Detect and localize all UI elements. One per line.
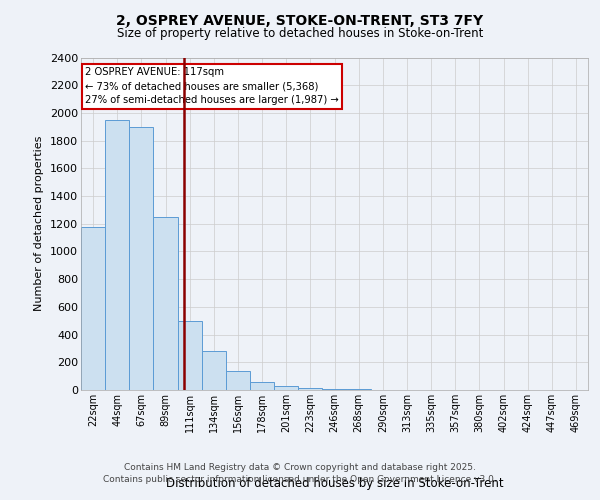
Bar [129,127,154,390]
Bar [274,386,298,390]
Bar [298,388,322,390]
Bar [250,382,274,390]
Text: Size of property relative to detached houses in Stoke-on-Trent: Size of property relative to detached ho… [117,28,483,40]
Bar [322,389,347,390]
Y-axis label: Number of detached properties: Number of detached properties [34,136,44,312]
Text: 2 OSPREY AVENUE: 117sqm
← 73% of detached houses are smaller (5,368)
27% of semi: 2 OSPREY AVENUE: 117sqm ← 73% of detache… [85,68,339,106]
Bar [81,227,105,390]
Text: Contains HM Land Registry data © Crown copyright and database right 2025.: Contains HM Land Registry data © Crown c… [124,464,476,472]
Bar [105,120,129,390]
Text: 2, OSPREY AVENUE, STOKE-ON-TRENT, ST3 7FY: 2, OSPREY AVENUE, STOKE-ON-TRENT, ST3 7F… [116,14,484,28]
Bar [202,351,226,390]
Bar [154,217,178,390]
Bar [178,320,202,390]
Text: Contains public sector information licensed under the Open Government Licence v3: Contains public sector information licen… [103,475,497,484]
X-axis label: Distribution of detached houses by size in Stoke-on-Trent: Distribution of detached houses by size … [166,476,503,490]
Bar [226,370,250,390]
